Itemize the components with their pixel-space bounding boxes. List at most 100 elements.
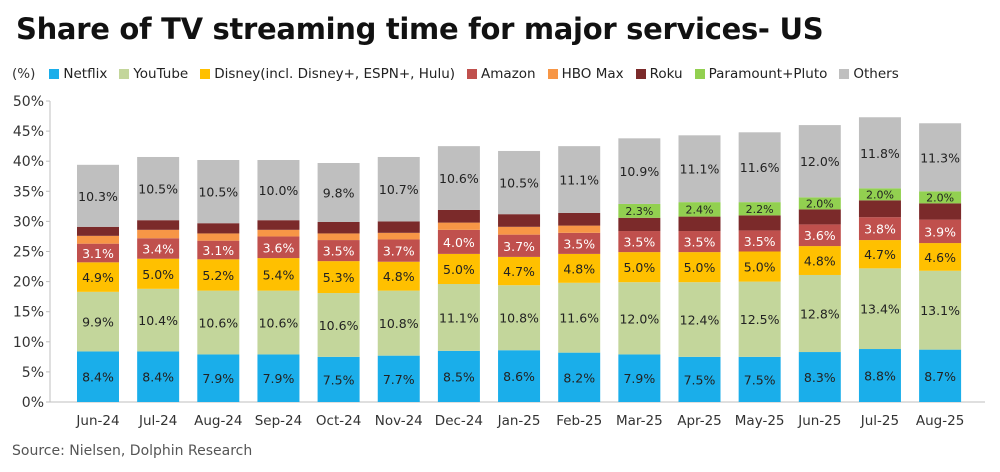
bar-segment-others	[618, 138, 661, 204]
bar-segment-others	[738, 132, 781, 203]
legend-label: Netflix	[63, 66, 108, 82]
bar-segment-hbo-max	[137, 229, 180, 239]
y-tick-label: 25%	[13, 245, 44, 261]
data-label: 11.6%	[740, 160, 780, 175]
bar-segment-roku	[437, 209, 480, 223]
bar-segment-hbo-max	[377, 232, 420, 240]
bar-segment-netflix	[317, 356, 360, 402]
bar-segment-netflix	[77, 351, 119, 402]
bar-segment-disney-incl-disney-espn-hulu-	[618, 252, 661, 283]
y-tick-label: 15%	[13, 305, 44, 321]
bar-segment-netflix	[558, 352, 601, 402]
bar-segment-amazon	[377, 239, 420, 262]
bar-segment-disney-incl-disney-espn-hulu-	[377, 261, 420, 291]
data-label: 5.0%	[142, 267, 174, 282]
bar-segment-youtube	[197, 290, 240, 355]
data-label: 2.2%	[746, 203, 774, 216]
bar-segment-amazon	[137, 238, 180, 259]
legend-label: Amazon	[481, 66, 536, 82]
data-label: 3.1%	[82, 246, 114, 261]
data-label: 8.4%	[142, 370, 174, 385]
data-label: 8.3%	[804, 370, 836, 385]
data-label: 10.6%	[198, 316, 238, 331]
data-label: 4.0%	[443, 235, 475, 250]
data-label: 9.8%	[323, 186, 355, 201]
data-label: 12.4%	[680, 313, 720, 328]
bar-segment-others	[498, 150, 541, 215]
data-label: 11.6%	[559, 311, 599, 326]
bar-segment-roku	[858, 200, 901, 218]
bar-segment-roku	[558, 212, 601, 226]
x-tick-label: Jul-25	[860, 413, 899, 429]
bar-segment-netflix	[858, 349, 901, 402]
data-label: 2.4%	[686, 203, 714, 216]
bar-segment-amazon	[437, 229, 480, 254]
data-label: 3.4%	[142, 241, 174, 256]
data-label: 10.9%	[619, 164, 659, 179]
data-label: 2.0%	[806, 197, 834, 210]
bar-segment-roku	[317, 222, 360, 234]
y-tick-label: 5%	[22, 365, 44, 381]
bar-segment-youtube	[858, 268, 901, 350]
bar-segment-youtube	[798, 274, 841, 353]
data-label: 4.8%	[563, 261, 595, 276]
bar-segment-others	[377, 156, 420, 222]
data-label: 3.5%	[744, 234, 776, 249]
bar-segment-youtube	[738, 281, 781, 357]
x-tick-label: Jul-24	[138, 413, 177, 429]
bar-segment-netflix	[137, 351, 180, 402]
y-tick-label: 35%	[13, 184, 44, 200]
data-label: 12.5%	[740, 312, 780, 327]
data-label: 5.0%	[744, 260, 776, 275]
x-tick-label: Jun-25	[797, 413, 841, 429]
data-label: 12.8%	[800, 307, 840, 322]
bar-segment-paramount-pluto	[798, 197, 841, 210]
x-tick-label: Sep-24	[255, 413, 303, 429]
data-label: 10.6%	[439, 171, 479, 186]
bar-segment-disney-incl-disney-espn-hulu-	[257, 258, 300, 291]
bar-segment-disney-incl-disney-espn-hulu-	[137, 258, 180, 289]
bar-segment-youtube	[77, 291, 119, 352]
data-label: 10.8%	[379, 316, 419, 331]
data-label: 8.5%	[443, 369, 475, 384]
bar-segment-others	[137, 156, 180, 221]
bar-segment-disney-incl-disney-espn-hulu-	[678, 252, 721, 283]
x-tick-label: Aug-24	[194, 413, 242, 429]
data-label: 11.8%	[860, 146, 900, 161]
data-label: 5.3%	[323, 270, 355, 285]
bar-segment-hbo-max	[498, 226, 541, 235]
bar-segment-disney-incl-disney-espn-hulu-	[738, 251, 781, 282]
data-label: 3.9%	[924, 224, 956, 239]
bar-segment-roku	[798, 209, 841, 225]
bar-segment-amazon	[798, 224, 841, 247]
bar-segment-netflix	[197, 354, 240, 402]
data-label: 10.0%	[259, 183, 299, 198]
bar-segment-others	[437, 146, 480, 210]
data-label: 3.5%	[684, 235, 716, 250]
x-tick-label: Dec-24	[435, 413, 483, 429]
bar-segment-paramount-pluto	[678, 202, 721, 217]
bar-segment-hbo-max	[197, 233, 240, 241]
bar-segment-roku	[377, 221, 420, 233]
bar-segment-youtube	[558, 282, 601, 353]
bar-segment-others	[678, 135, 721, 203]
data-label: 11.1%	[439, 310, 479, 325]
bar-segment-disney-incl-disney-espn-hulu-	[798, 246, 841, 275]
data-label: 7.5%	[323, 372, 355, 387]
bar-segment-roku	[678, 216, 721, 232]
bar-segment-amazon	[919, 219, 962, 244]
legend-swatch	[200, 69, 211, 79]
data-label: 10.7%	[379, 182, 419, 197]
data-label: 3.5%	[563, 236, 595, 251]
legend-swatch	[467, 69, 478, 79]
bar-segment-disney-incl-disney-espn-hulu-	[919, 243, 962, 271]
legend: (%) Netflix YouTube Disney(incl. Disney+, …	[12, 66, 911, 82]
bar-segment-netflix	[678, 356, 721, 402]
bar-segment-hbo-max	[77, 235, 119, 244]
data-label: 8.7%	[924, 369, 956, 384]
bar-segment-amazon	[858, 217, 901, 241]
data-label: 3.7%	[503, 239, 535, 254]
data-label: 8.8%	[864, 369, 896, 384]
bar-segment-youtube	[377, 290, 420, 356]
